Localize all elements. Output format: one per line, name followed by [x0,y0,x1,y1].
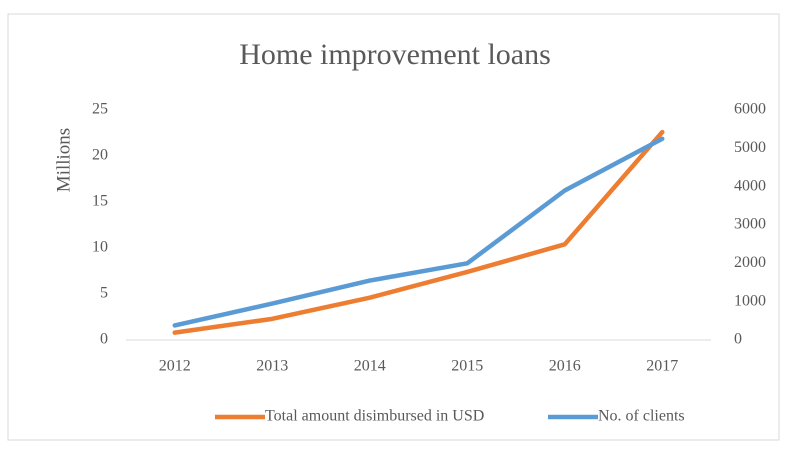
y-tick-label: 20 [92,147,108,164]
y-tick-label: 0 [100,331,108,348]
x-tick-label: 2014 [354,358,386,375]
chart-frame [7,13,780,441]
y2-tick-label: 5000 [734,139,766,156]
y2-tick-label: 3000 [734,216,766,233]
y2-tick-label: 4000 [734,177,766,194]
x-tick-label: 2015 [451,358,483,375]
series-line [172,136,665,328]
legend-label: Total amount disimbursed in USD [265,408,484,425]
x-tick-label: 2012 [159,358,191,375]
y2-tick-label: 1000 [734,292,766,309]
y-tick-label: 25 [92,101,108,118]
y-tick-label: 15 [92,193,108,210]
y2-tick-label: 0 [734,331,742,348]
y-tick-label: 10 [92,239,108,256]
legend-label: No. of clients [598,408,685,425]
y-axis-label: Millions [53,128,74,192]
x-tick-label: 2016 [549,358,581,375]
chart-title: Home improvement loans [239,38,551,71]
series-line [172,129,665,335]
x-tick-label: 2013 [256,358,288,375]
y2-tick-label: 6000 [734,101,766,118]
y2-tick-label: 2000 [734,254,766,271]
y-tick-label: 5 [100,285,108,302]
x-tick-label: 2017 [646,358,678,375]
